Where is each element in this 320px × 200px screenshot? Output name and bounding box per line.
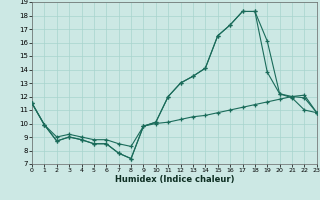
X-axis label: Humidex (Indice chaleur): Humidex (Indice chaleur) xyxy=(115,175,234,184)
